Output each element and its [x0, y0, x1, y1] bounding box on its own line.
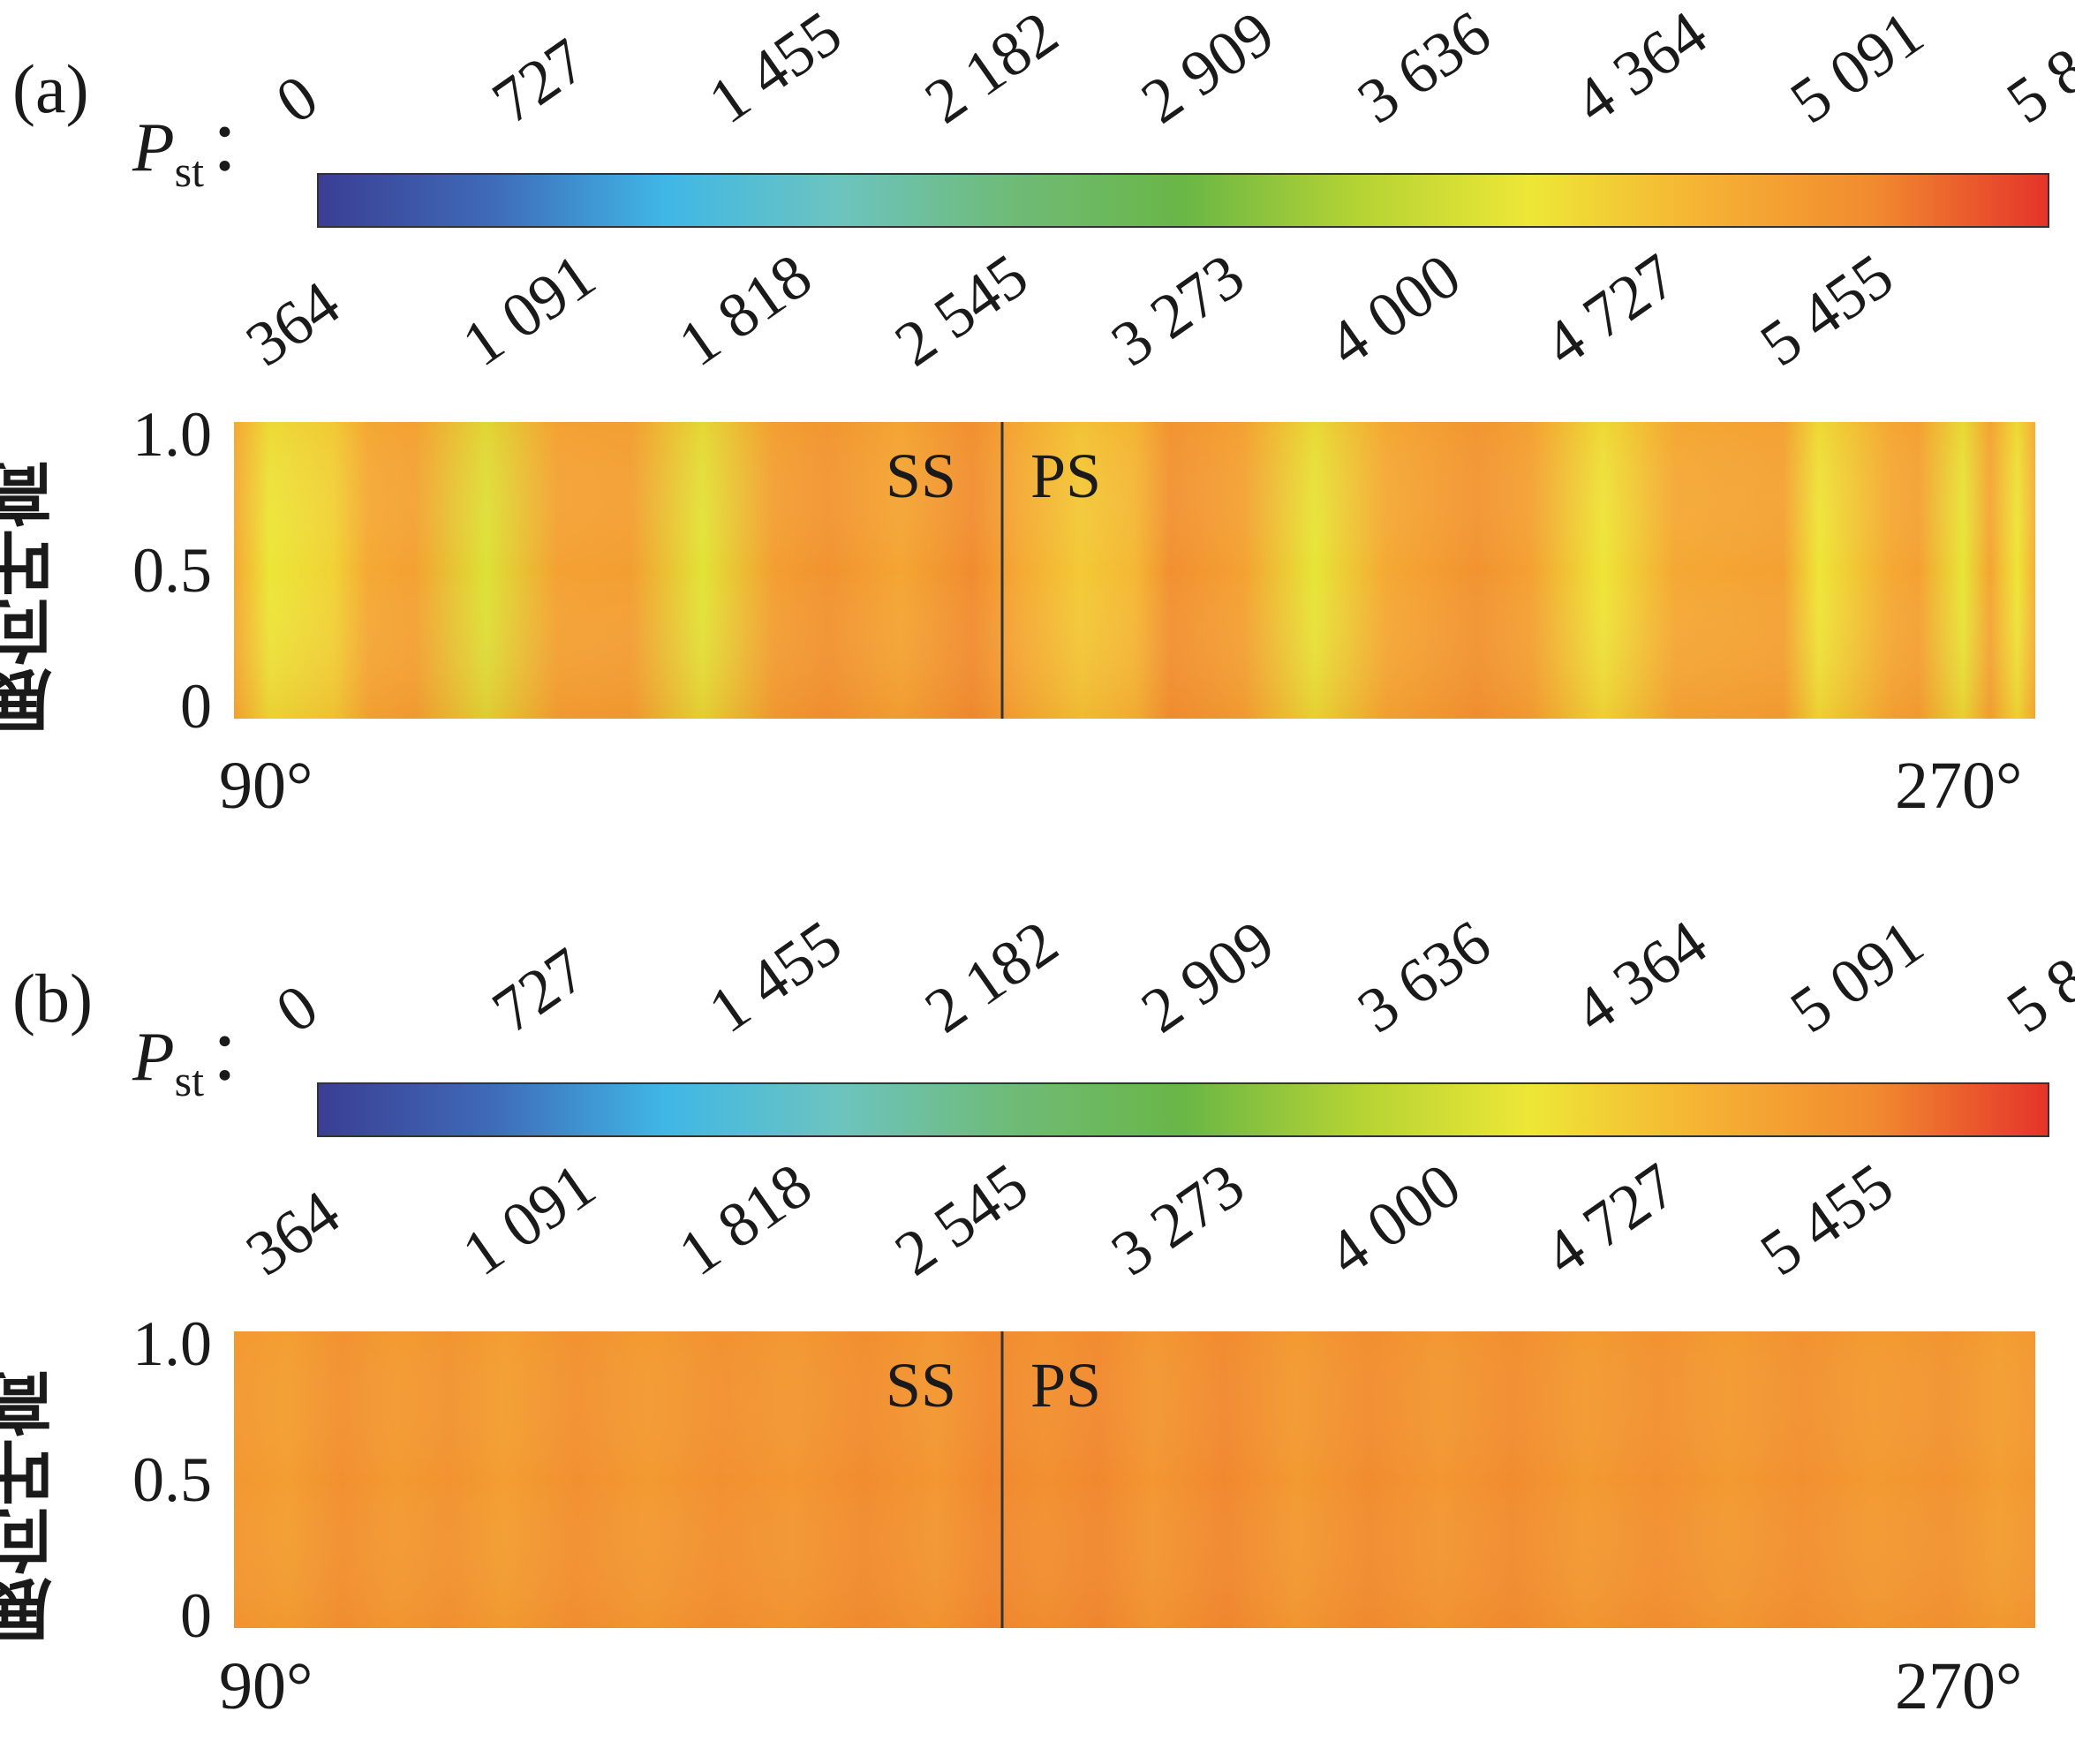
y-axis-title: 展向叶高 [0, 459, 64, 735]
colorbar-subscript: st [174, 1056, 205, 1105]
pressure-side-label: PS [1030, 1350, 1102, 1421]
panel-label: (a) [12, 50, 89, 127]
colorbar-variable: P [132, 1018, 175, 1095]
colorbar-colon: ： [208, 109, 277, 185]
suction-side-label: SS [886, 1350, 957, 1421]
colorbar [317, 173, 2049, 228]
heatmap-chart [234, 1082, 2049, 1628]
y-tick-label: 0 [180, 671, 212, 742]
panel-b: (b) Pst： 展向叶高 90° 270° SS PS 0 727 1 455 2 … [0, 907, 2075, 1764]
y-tick-label: 0 [180, 1580, 212, 1651]
colorbar-subscript: st [174, 147, 205, 196]
heatmap-chart [234, 173, 2049, 719]
colorbar-title: Pst： [132, 113, 276, 194]
pressure-side-label: PS [1030, 441, 1102, 511]
y-tick-label: 1.0 [132, 1308, 212, 1379]
colorbar-colon: ： [208, 1018, 277, 1095]
colorbar-title: Pst： [132, 1022, 276, 1104]
y-tick-label: 0.5 [132, 535, 212, 606]
heatmap-shading [234, 1331, 2035, 1628]
panel-a: (a) Pst： 展向叶高 90° 270° SS PS 0 727 1 455 2 … [0, 0, 2075, 855]
x-end-label: 270° [1895, 749, 2023, 823]
x-end-label: 270° [1895, 1649, 2023, 1723]
heatmap-shading [234, 422, 2035, 719]
colorbar-variable: P [132, 109, 175, 185]
x-start-label: 90° [219, 1649, 313, 1723]
y-tick-label: 1.0 [132, 399, 212, 470]
panel-label: (b) [12, 960, 93, 1037]
x-start-label: 90° [219, 749, 313, 823]
y-axis-title: 展向叶高 [0, 1368, 64, 1644]
suction-side-label: SS [886, 441, 957, 511]
colorbar [317, 1082, 2049, 1137]
y-tick-label: 0.5 [132, 1444, 212, 1515]
